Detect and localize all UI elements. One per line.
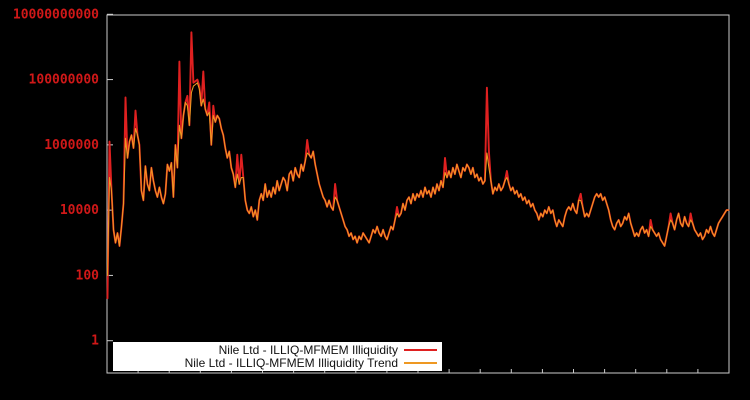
legend-line-sample-trend — [404, 362, 437, 364]
y-tick-label: 100 — [76, 268, 100, 283]
legend-item-trend: Nile Ltd - ILLIQ-MFMEM Illiquidity Trend — [117, 355, 437, 370]
legend-label-trend: Nile Ltd - ILLIQ-MFMEM Illiquidity Trend — [184, 355, 398, 370]
legend-box: Nile Ltd - ILLIQ-MFMEM Illiquidity Nile … — [113, 342, 442, 371]
legend-line-sample-illiquidity — [404, 349, 437, 351]
y-tick-label: 100000000 — [29, 73, 100, 88]
series-trend-line — [106, 82, 730, 276]
y-tick-label: 10000000000 — [13, 7, 99, 22]
legend-item-illiquidity: Nile Ltd - ILLIQ-MFMEM Illiquidity — [117, 342, 437, 357]
legend-label-illiquidity: Nile Ltd - ILLIQ-MFMEM Illiquidity — [218, 342, 398, 357]
y-tick-label: 10000 — [60, 203, 99, 218]
series-illiquidity-line — [106, 31, 730, 300]
y-tick-label: 1 — [91, 334, 99, 349]
y-tick-label: 1000000 — [44, 138, 99, 153]
